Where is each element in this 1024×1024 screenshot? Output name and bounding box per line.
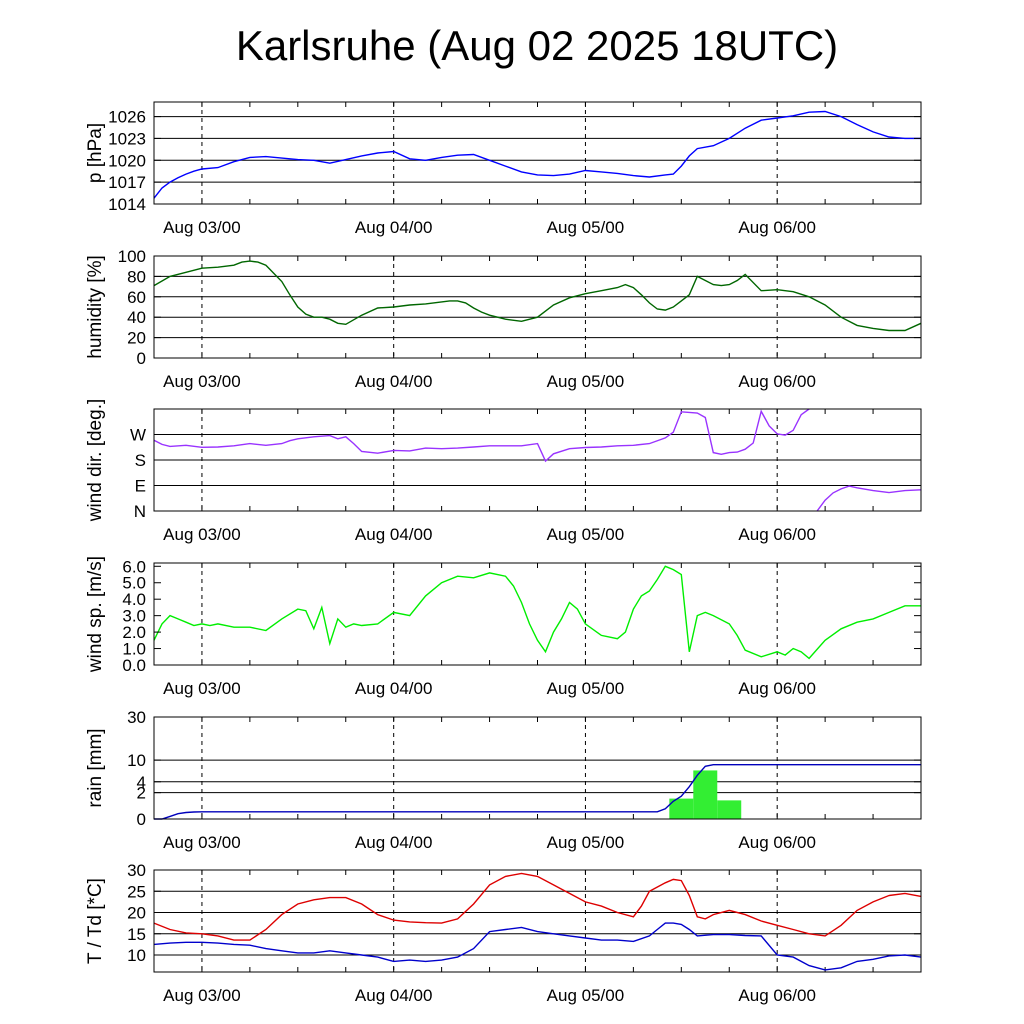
y-tick-label: 5.0 bbox=[122, 574, 146, 593]
x-tick-label: Aug 05/00 bbox=[547, 372, 625, 391]
y-tick-label: 60 bbox=[127, 288, 146, 307]
x-tick-label: Aug 03/00 bbox=[163, 218, 241, 237]
x-tick-label: Aug 06/00 bbox=[738, 833, 816, 852]
y-tick-label: 100 bbox=[118, 247, 146, 266]
panel-wind-speed: 0.01.02.03.04.05.06.0 Aug 03/00 Aug 04/00 A… bbox=[85, 556, 922, 698]
x-tick-label: Aug 06/00 bbox=[738, 525, 816, 544]
rain-bar bbox=[693, 770, 718, 819]
x-tick-label: Aug 06/00 bbox=[738, 218, 816, 237]
y-tick-label: 6.0 bbox=[122, 557, 146, 576]
y-tick-label: 0 bbox=[137, 349, 146, 368]
series-line-1 bbox=[816, 485, 922, 512]
x-tick-label: Aug 03/00 bbox=[163, 679, 241, 698]
x-tick-label: Aug 03/00 bbox=[163, 833, 241, 852]
series-line-0 bbox=[153, 872, 922, 941]
y-tick-label: 30 bbox=[127, 861, 146, 880]
y-axis-label: T / Td [*C] bbox=[85, 878, 106, 964]
panel-pressure: 1014 1017 1020 1023 1026 Aug 03/00 Aug 04/00 Au… bbox=[85, 101, 922, 237]
y-axis-label: humidity [%] bbox=[85, 255, 106, 358]
x-tick-label: Aug 05/00 bbox=[547, 525, 625, 544]
y-tick-label: N bbox=[134, 502, 146, 521]
y-tick-label: 10 bbox=[127, 946, 146, 965]
plot-frame bbox=[153, 562, 922, 666]
y-tick-label: E bbox=[135, 477, 146, 496]
x-tick-label: Aug 06/00 bbox=[738, 986, 816, 1005]
series-line-0 bbox=[153, 408, 810, 463]
y-tick-label: 40 bbox=[127, 308, 146, 327]
x-tick-label: Aug 05/00 bbox=[547, 833, 625, 852]
plot-frame bbox=[153, 255, 922, 359]
y-tick-label: 10 bbox=[127, 751, 146, 770]
x-tick-label: Aug 06/00 bbox=[738, 372, 816, 391]
y-tick-label: 2 bbox=[137, 784, 146, 803]
panel-temperature-and-dew-point: 10 15 20 25 30 Aug 03/00 Aug 04/00 Aug 05/00 Aug… bbox=[85, 861, 922, 1005]
y-axis-label: wind dir. [deg.] bbox=[85, 399, 106, 523]
y-axis-label: rain [mm] bbox=[85, 728, 106, 807]
y-tick-label: 1023 bbox=[108, 129, 146, 148]
series-line-1 bbox=[153, 922, 922, 971]
y-tick-label: 0.0 bbox=[122, 656, 146, 675]
x-tick-label: Aug 04/00 bbox=[355, 986, 433, 1005]
rain-bar bbox=[669, 798, 694, 819]
y-tick-label: 1.0 bbox=[122, 640, 146, 659]
y-tick-label: 4.0 bbox=[122, 590, 146, 609]
plot-frame bbox=[153, 101, 922, 205]
series-line-0 bbox=[153, 110, 921, 199]
x-tick-label: Aug 03/00 bbox=[163, 986, 241, 1005]
x-tick-label: Aug 03/00 bbox=[163, 372, 241, 391]
y-axis-label: wind sp. [m/s] bbox=[85, 556, 106, 673]
y-tick-label: 25 bbox=[127, 882, 146, 901]
y-tick-label: 1017 bbox=[108, 173, 146, 192]
y-tick-label: W bbox=[130, 426, 146, 445]
series-line-0 bbox=[154, 764, 921, 820]
x-tick-label: Aug 06/00 bbox=[738, 679, 816, 698]
x-tick-label: Aug 05/00 bbox=[547, 986, 625, 1005]
y-tick-label: 1020 bbox=[108, 151, 146, 170]
x-tick-label: Aug 05/00 bbox=[547, 679, 625, 698]
plot-frame bbox=[153, 716, 922, 820]
series-line-0 bbox=[153, 565, 921, 660]
y-tick-label: 30 bbox=[127, 708, 146, 727]
y-tick-label: S bbox=[135, 451, 146, 470]
series-line-0 bbox=[153, 260, 922, 332]
chart-title: Karlsruhe (Aug 02 2025 18UTC) bbox=[235, 22, 839, 69]
y-tick-label: 1026 bbox=[108, 108, 146, 127]
x-tick-label: Aug 04/00 bbox=[355, 833, 433, 852]
y-tick-label: 0 bbox=[137, 810, 146, 829]
x-tick-label: Aug 04/00 bbox=[355, 372, 433, 391]
panel-rain: 0 24 10 30 Aug 03/00 Aug 04/00 Aug 05/00 Aug 06… bbox=[85, 708, 922, 852]
y-tick-label: 15 bbox=[127, 925, 146, 944]
x-tick-label: Aug 03/00 bbox=[163, 525, 241, 544]
x-tick-label: Aug 04/00 bbox=[355, 525, 433, 544]
y-tick-label: 3.0 bbox=[122, 607, 146, 626]
y-tick-label: 4 bbox=[137, 773, 146, 792]
x-tick-label: Aug 04/00 bbox=[355, 679, 433, 698]
y-tick-label: 80 bbox=[127, 267, 146, 286]
x-tick-label: Aug 05/00 bbox=[547, 218, 625, 237]
plot-frame bbox=[153, 869, 922, 973]
y-axis-label: p [hPa] bbox=[85, 123, 106, 183]
y-tick-label: 2.0 bbox=[122, 623, 146, 642]
y-tick-label: 1014 bbox=[108, 195, 146, 214]
rain-bar bbox=[717, 800, 742, 819]
y-tick-label: 20 bbox=[127, 904, 146, 923]
y-tick-label: 20 bbox=[127, 329, 146, 348]
x-tick-label: Aug 04/00 bbox=[355, 218, 433, 237]
